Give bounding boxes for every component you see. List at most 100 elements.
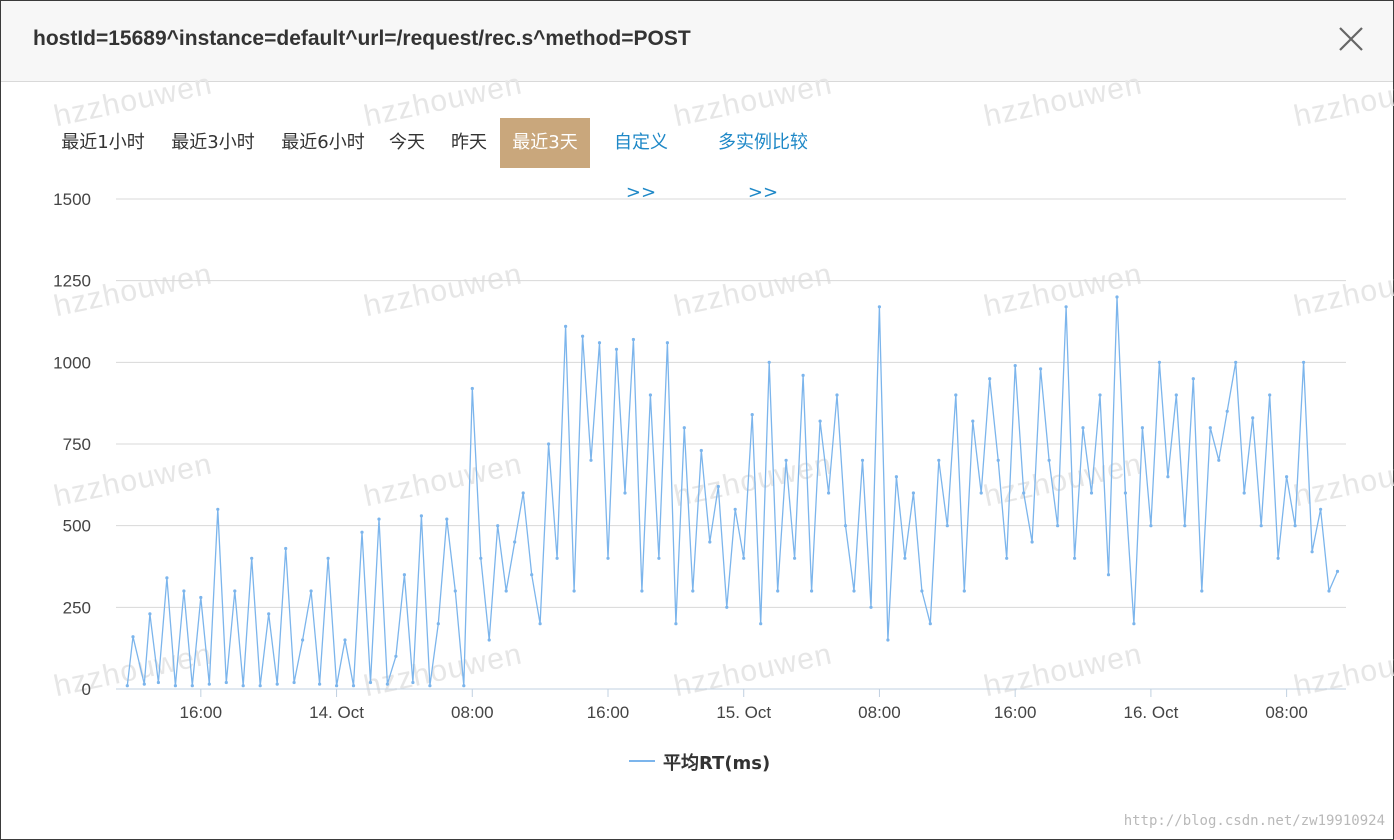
- data-point: [487, 638, 491, 642]
- data-point: [411, 680, 415, 685]
- rt-line-chart: 0 250 500 750 1000 1250 1500 16:00 14. Oct 08:00 1…: [53, 190, 1346, 722]
- data-point: [1030, 540, 1034, 544]
- x-tick-label: 15. Oct: [716, 703, 771, 722]
- data-point: [1098, 393, 1102, 397]
- data-point: [648, 393, 653, 397]
- data-point: [979, 491, 983, 495]
- data-point: [326, 556, 330, 560]
- data-point: [759, 622, 763, 626]
- data-point: [674, 622, 678, 626]
- data-point: [911, 491, 916, 495]
- data-point: [708, 540, 712, 544]
- data-point: [597, 341, 602, 345]
- data-point: [513, 540, 517, 544]
- data-point: [716, 484, 720, 489]
- x-tick-label: 16. Oct: [1123, 703, 1178, 722]
- data-point: [555, 556, 559, 560]
- data-point: [988, 377, 992, 381]
- data-point: [318, 682, 322, 686]
- range-yesterday[interactable]: 昨天: [451, 132, 487, 153]
- data-point: [173, 684, 177, 688]
- data-point: [971, 419, 975, 423]
- data-point: [1140, 426, 1144, 430]
- data-point: [182, 589, 186, 593]
- data-point: [1259, 524, 1263, 528]
- data-point: [1310, 550, 1314, 554]
- data-point: [148, 612, 152, 616]
- dialog-title: hostId=15689^instance=default^url=/reque…: [33, 27, 691, 50]
- data-point: [1039, 367, 1043, 371]
- data-point: [1234, 360, 1238, 364]
- data-point: [631, 337, 636, 342]
- data-point: [1276, 556, 1280, 560]
- data-point: [691, 589, 695, 593]
- data-point: [1106, 573, 1111, 577]
- data-point: [360, 530, 364, 534]
- range-last-6h[interactable]: 最近6小时: [281, 132, 365, 153]
- data-point: [1149, 524, 1153, 528]
- data-point: [343, 638, 347, 642]
- data-point: [1166, 475, 1170, 479]
- data-point: [530, 573, 534, 577]
- data-point: [453, 589, 457, 593]
- data-point: [640, 589, 644, 593]
- data-point: [250, 556, 254, 560]
- range-last-3d[interactable]: 最近3天: [500, 118, 590, 168]
- data-point: [199, 595, 203, 600]
- data-point: [606, 556, 610, 560]
- data-point: [928, 622, 932, 626]
- data-point: [665, 341, 670, 345]
- data-point: [301, 638, 305, 642]
- data-point: [428, 684, 432, 688]
- data-point: [1056, 524, 1060, 528]
- data-point: [903, 556, 907, 560]
- data-point: [920, 589, 924, 593]
- data-point: [1302, 360, 1306, 364]
- data-point: [1047, 458, 1051, 462]
- data-point: [1200, 589, 1204, 593]
- data-point: [275, 682, 279, 686]
- data-point: [835, 393, 839, 397]
- data-point: [377, 517, 381, 521]
- range-last-3h[interactable]: 最近3小时: [171, 132, 255, 153]
- data-point: [1005, 556, 1009, 560]
- y-tick-label: 750: [63, 435, 91, 454]
- data-point: [767, 360, 771, 364]
- data-point: [445, 517, 449, 521]
- data-point: [1251, 416, 1255, 420]
- credit-url: http://blog.csdn.net/zw19910924: [1123, 813, 1385, 829]
- data-point: [1157, 360, 1161, 364]
- data-point: [1268, 393, 1272, 397]
- y-tick-label: 500: [63, 517, 91, 536]
- data-point: [309, 589, 313, 593]
- data-point: [818, 419, 822, 423]
- data-point: [614, 347, 619, 351]
- range-today[interactable]: 今天: [389, 132, 425, 153]
- legend-series-swatch: [629, 760, 655, 762]
- data-point: [1022, 491, 1026, 495]
- data-point: [725, 605, 729, 609]
- data-point: [581, 334, 585, 338]
- range-last-1h[interactable]: 最近1小时: [61, 132, 145, 153]
- dialog-header: hostId=15689^instance=default^url=/reque…: [1, 1, 1393, 82]
- close-icon[interactable]: [1337, 25, 1365, 53]
- y-tick-label: 250: [63, 598, 91, 617]
- data-point: [954, 393, 958, 397]
- range-custom-link[interactable]: 自定义>>: [614, 132, 668, 203]
- data-point: [1089, 491, 1094, 495]
- data-point: [1225, 409, 1229, 413]
- data-point: [699, 448, 703, 453]
- data-point: [419, 514, 423, 518]
- data-point: [1073, 556, 1077, 560]
- data-point: [165, 576, 169, 580]
- data-point: [504, 589, 508, 593]
- data-point: [1132, 622, 1136, 626]
- data-point: [258, 684, 262, 688]
- data-point: [267, 612, 271, 616]
- data-point: [1123, 491, 1127, 495]
- data-point: [436, 622, 440, 626]
- range-multi-instance-link[interactable]: 多实例比较>>: [718, 132, 808, 203]
- data-point: [402, 573, 406, 577]
- data-point: [292, 680, 296, 685]
- data-point: [776, 589, 780, 593]
